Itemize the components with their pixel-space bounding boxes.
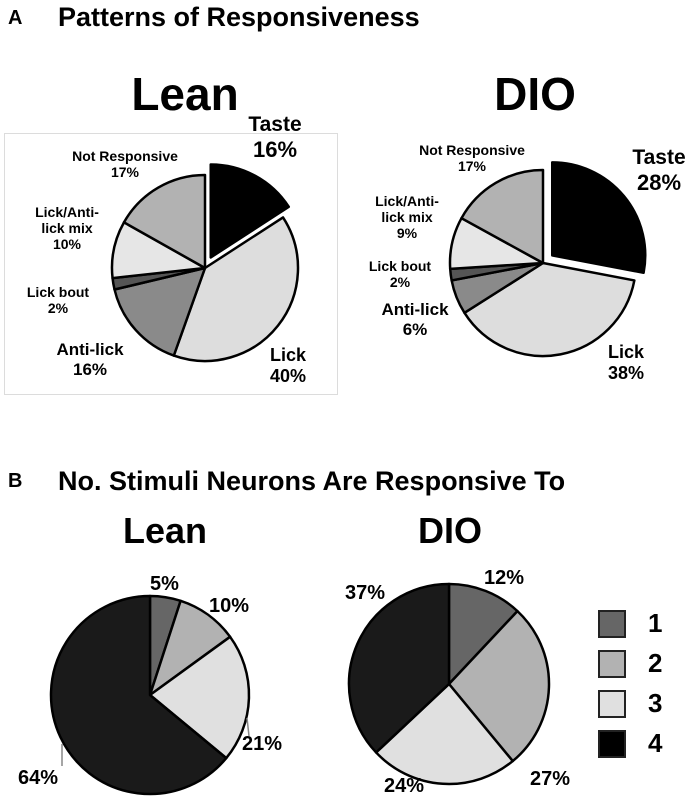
dio-mix-name-2: lick mix	[381, 209, 433, 226]
dio-mix-name-1: Lick/Anti-	[375, 193, 439, 209]
dio-lick-pct: 38%	[607, 362, 645, 383]
lean-lick-name: Lick	[269, 345, 307, 365]
legend-item-4: 4	[598, 728, 662, 759]
lean-not-responsive-pct: 17%	[110, 164, 140, 181]
dio-lick-bout-name: Lick bout	[368, 258, 432, 274]
b-lean-slice-4	[49, 594, 228, 796]
lean-taste-label: Taste 16%	[240, 113, 310, 162]
lean-anti-lick-pct: 16%	[72, 359, 108, 379]
dio-taste-label: Taste 28%	[624, 146, 694, 195]
dio-not-responsive-pct: 17%	[457, 158, 487, 175]
dio-taste-name: Taste	[632, 146, 686, 169]
dio-lick-name: Lick	[607, 342, 645, 362]
lean-lick-bout-label: Lick bout 2%	[8, 284, 108, 316]
chart-a-dio-title: DIO	[494, 68, 576, 120]
dio-anti-lick-name: Anti-lick	[381, 300, 449, 319]
b-lean-label-2: 10%	[209, 595, 250, 617]
dio-not-responsive-name: Not Responsive	[419, 142, 525, 158]
b-dio-label-4: 37%	[345, 582, 386, 604]
lean-taste-pct: 16%	[252, 137, 298, 163]
panel-b-title: No. Stimuli Neurons Are Responsive To	[58, 466, 566, 496]
a-lean-slice-anti-lick	[113, 266, 207, 357]
legend-label-3: 3	[648, 688, 663, 718]
panel-a-letter: A	[8, 7, 23, 29]
dio-lick-bout-pct: 2%	[389, 274, 411, 291]
b-lean-slice-3	[148, 635, 251, 760]
b-dio-label-1: 12%	[484, 567, 525, 589]
lean-mix-pct: 10%	[52, 236, 82, 253]
b-dio-slice-1	[447, 582, 519, 686]
legend-label-4: 4	[648, 728, 663, 758]
a-dio-slice-not-responsive	[460, 168, 545, 265]
legend-item-2: 2	[598, 648, 662, 679]
b-lean-label-3: 21%	[242, 733, 283, 755]
chart-a-lean-title: Lean	[131, 68, 239, 120]
panel-a-title: Patterns of Responsiveness	[58, 2, 420, 32]
chart-b-lean-title: Lean	[122, 510, 208, 551]
legend-swatch-2	[598, 649, 626, 678]
lean-lick-bout-pct: 2%	[47, 300, 69, 317]
legend-swatch-1	[598, 609, 626, 638]
legend-swatch-3	[598, 689, 626, 718]
b-dio-label-3: 24%	[384, 775, 425, 797]
lean-mix-name-1: Lick/Anti-	[35, 204, 99, 220]
b-lean-label-1: 5%	[150, 573, 179, 595]
lean-lick-label: Lick 40%	[258, 345, 318, 386]
dio-anti-lick-label: Anti-lick 6%	[365, 300, 465, 339]
dio-mix-pct: 9%	[396, 225, 418, 242]
a-lean-slice-taste	[209, 163, 291, 259]
lean-chart-frame	[4, 133, 338, 395]
legend-label-1: 1	[648, 608, 663, 638]
lean-not-responsive-name: Not Responsive	[72, 148, 178, 164]
lean-mix-label: Lick/Anti- lick mix 10%	[22, 204, 112, 252]
dio-taste-pct: 28%	[636, 170, 682, 196]
legend-swatch-4	[598, 729, 626, 758]
lean-not-responsive-label: Not Responsive 17%	[45, 148, 205, 180]
b-dio-slice-2	[447, 609, 551, 763]
lean-mix-name-2: lick mix	[41, 220, 93, 237]
b-lean-label-4: 64%	[18, 767, 59, 789]
b-lean-leader-3	[246, 717, 250, 737]
b-dio-slice-3	[374, 682, 514, 786]
a-lean-slice-lick	[172, 216, 300, 363]
a-dio-slice-taste	[550, 161, 647, 275]
panel-b-letter: B	[8, 470, 23, 492]
lean-anti-lick-name: Anti-lick	[56, 340, 124, 359]
a-lean-slice-not-responsive	[122, 173, 207, 270]
lean-lick-pct: 40%	[269, 365, 307, 386]
legend-item-1: 1	[598, 608, 662, 639]
lean-anti-lick-label: Anti-lick 16%	[40, 340, 140, 379]
dio-lick-label: Lick 38%	[596, 342, 656, 383]
dio-mix-label: Lick/Anti- lick mix 9%	[352, 193, 462, 241]
lean-lick-bout-name: Lick bout	[26, 284, 90, 300]
lean-taste-name: Taste	[248, 113, 302, 136]
dio-not-responsive-label: Not Responsive 17%	[392, 142, 552, 174]
b-dio-slice-4	[347, 582, 451, 754]
chart-b-dio-title: DIO	[417, 510, 482, 551]
legend-label-2: 2	[648, 648, 663, 678]
dio-anti-lick-pct: 6%	[402, 319, 428, 339]
dio-lick-bout-label: Lick bout 2%	[350, 258, 450, 290]
legend-item-3: 3	[598, 688, 662, 719]
b-dio-label-2: 27%	[530, 768, 571, 790]
